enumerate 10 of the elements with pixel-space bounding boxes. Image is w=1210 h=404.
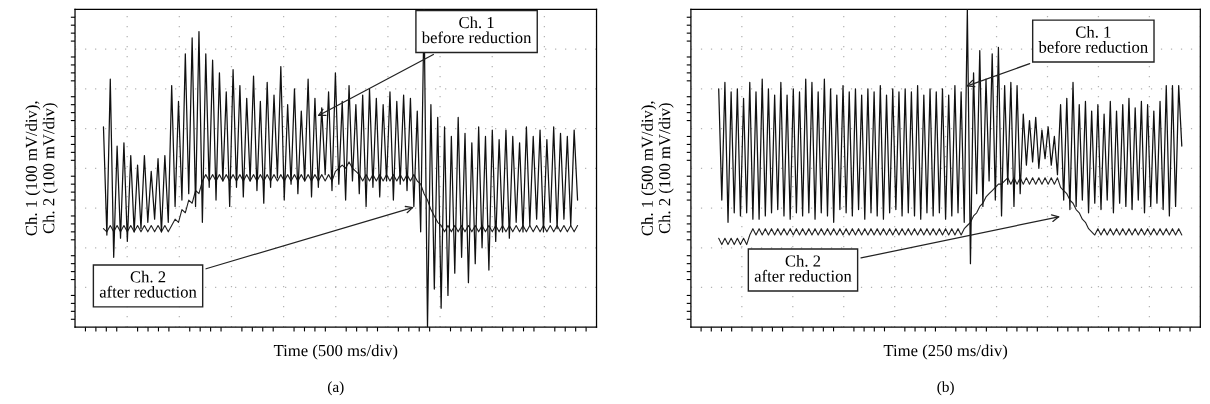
text: Ch. 2 after reduction	[99, 270, 197, 298]
series-label: Ch. 2 after reduction	[754, 254, 852, 282]
text: Ch. 1 before reduction	[1038, 25, 1148, 53]
y-axis-title: Ch. 1 (100 mV/div), Ch. 2 (100 mV/div)	[25, 101, 58, 236]
x-axis-title: Time (250 ms/div)	[883, 344, 1008, 360]
series-label: Ch. 1 before reduction	[421, 16, 532, 44]
text: (a)	[327, 381, 344, 396]
text: (b)	[937, 381, 954, 396]
y-axis-title: Ch. 1 (500 mV/div), Ch. 2 (100 mV/div)	[641, 101, 674, 236]
x-axis-title: Time (500 ms/div)	[273, 344, 398, 360]
